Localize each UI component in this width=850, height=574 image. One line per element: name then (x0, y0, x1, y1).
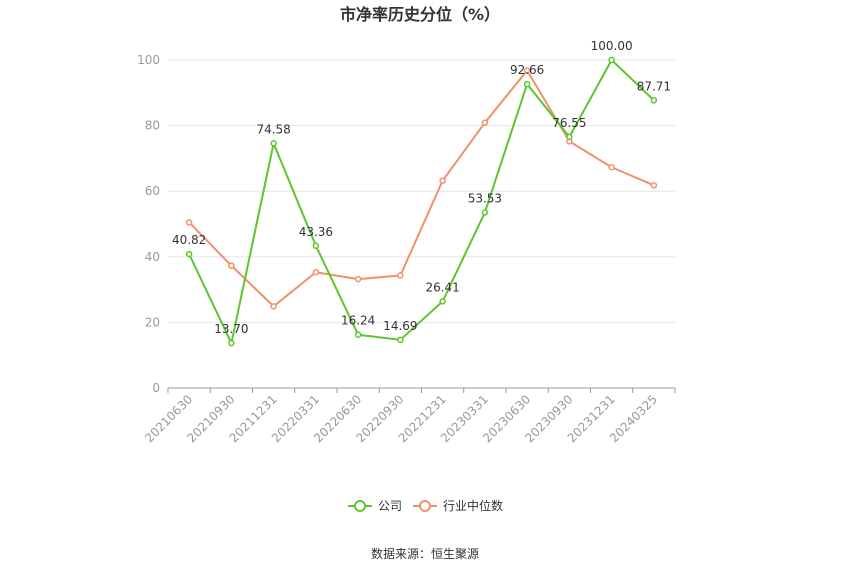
legend-label: 公司 (378, 499, 402, 513)
series-0-point-20230331[interactable] (481, 209, 489, 216)
series-0-point-20231231[interactable] (608, 56, 615, 64)
data-label-20230930: 76.55 (552, 116, 586, 130)
data-label-20231231: 100.00 (591, 39, 633, 53)
y-tick-label-0: 0 (152, 381, 160, 395)
series-1-point-20230331[interactable] (481, 119, 489, 126)
legend[interactable]: 公司 行业中位数 (348, 498, 503, 513)
chart-title: 市净率历史分位（%） (340, 5, 500, 24)
x-axis: 2021063020210930202112312022033120220630… (142, 387, 676, 445)
data-labels: 40.82 13.70 74.58 43.36 16.24 14.69 26.41 53.53… (172, 39, 671, 336)
series-0-point-20230630[interactable] (523, 80, 531, 88)
legend-item-1[interactable]: 行业中位数 (413, 498, 503, 513)
data-label-20220930: 14.69 (383, 319, 417, 333)
series-0-point-20211231[interactable] (270, 140, 277, 147)
data-label-20240325: 87.71 (637, 79, 671, 93)
source-note: 数据来源：恒生聚源 (371, 546, 479, 561)
series-1-point-20231231[interactable] (608, 164, 615, 171)
y-tick-label-60: 60 (145, 184, 160, 198)
data-label-20210630: 40.82 (172, 233, 206, 247)
series-0-point-20220930[interactable] (397, 336, 404, 344)
data-label-20211231: 74.58 (256, 122, 290, 136)
series-0-point-20230930[interactable] (566, 133, 573, 141)
data-label-20221231: 26.41 (425, 280, 459, 294)
series-1-point-20221231[interactable] (439, 177, 446, 184)
series-1-point-20220630[interactable] (354, 275, 362, 283)
legend-swatch-marker (419, 500, 431, 512)
series-line-0 (188, 59, 655, 345)
legend-label: 行业中位数 (443, 498, 503, 513)
legend-swatch-marker (354, 500, 366, 512)
series-0-point-20210930[interactable] (228, 339, 235, 347)
series-0-point-20240325[interactable] (650, 97, 658, 104)
data-label-20230630: 92.66 (510, 63, 544, 77)
y-tick-label-40: 40 (145, 250, 160, 264)
series-0-point-20210630[interactable] (185, 250, 193, 258)
data-label-20210930: 13.70 (214, 322, 248, 336)
series-1-point-20220331[interactable] (312, 268, 320, 276)
y-axis: 0 20 40 60 80 100 (137, 53, 160, 395)
series-0-point-20220630[interactable] (354, 331, 362, 338)
series-group (185, 56, 658, 347)
data-label-20220630: 16.24 (341, 314, 375, 328)
data-label-20220331: 43.36 (299, 225, 333, 239)
series-0-point-20220331[interactable] (312, 242, 320, 250)
data-label-20230331: 53.53 (468, 191, 502, 205)
y-tick-label-80: 80 (145, 119, 160, 133)
legend-item-0[interactable]: 公司 (348, 499, 402, 513)
series-1-point-20240325[interactable] (650, 182, 658, 189)
series-line-1 (188, 69, 655, 308)
series-1-point-20220930[interactable] (397, 272, 404, 279)
series-1-point-20211231[interactable] (270, 303, 277, 310)
y-tick-label-20: 20 (145, 315, 160, 329)
series-1-point-20210930[interactable] (228, 262, 235, 269)
grid (168, 59, 675, 323)
series-1-point-20210630[interactable] (185, 219, 193, 226)
series-0-point-20221231[interactable] (439, 298, 446, 305)
series-1-point-20230630[interactable] (523, 67, 531, 74)
y-tick-label-100: 100 (137, 53, 160, 67)
